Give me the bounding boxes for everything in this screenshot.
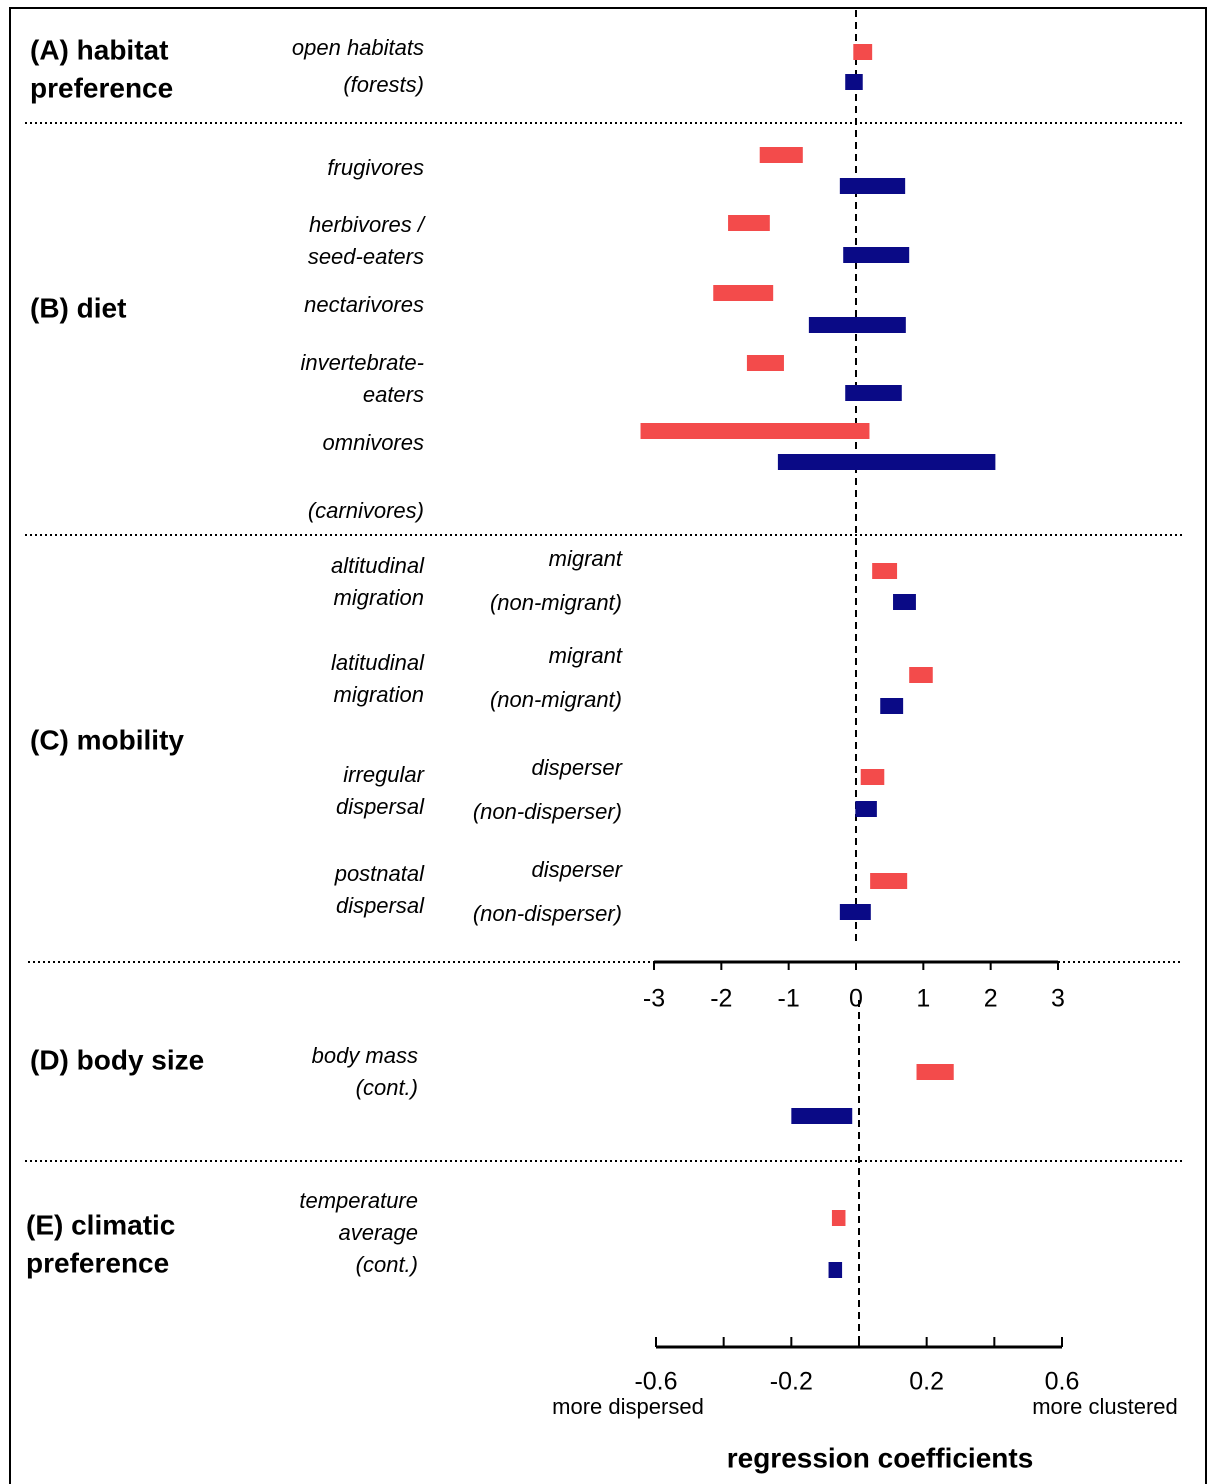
frame [9,7,1207,1484]
row-label: (cont.) [356,1252,418,1277]
level-label: disperser [532,755,624,780]
row-label: (forests) [343,72,424,97]
row-label: (cont.) [356,1075,418,1100]
x-tick-label: -1 [778,985,800,1013]
range-bar [713,285,774,301]
level-label: disperser [532,857,624,882]
range-bar [839,178,906,194]
level-label: (non-disperser) [473,799,622,824]
range-bar [845,385,902,401]
row-label: latitudinal [331,650,425,675]
x-tick-label: -0.6 [634,1368,677,1396]
row-label: temperature [299,1188,418,1213]
range-bar [916,1064,954,1080]
row-label: open habitats [292,35,424,60]
section-label: (D) body size [30,1044,204,1075]
section-label: preference [30,72,173,103]
row-label: average [338,1220,418,1245]
range-bar [893,594,916,610]
range-bar [831,1210,846,1226]
row-label: herbivores / [309,212,426,237]
row-label: dispersal [336,893,425,918]
x-tick-label: -2 [710,985,732,1013]
row-label: (carnivores) [308,498,424,523]
annotation: more dispersed [552,1394,704,1419]
range-bar [759,147,803,163]
x-tick-label: 0 [849,985,863,1013]
range-bar [728,215,770,231]
range-bar [909,667,933,683]
x-tick-label: -0.2 [770,1368,813,1396]
row-label: eaters [363,382,424,407]
section-label: (E) climatic [26,1209,175,1240]
x-tick-label: 0.6 [1045,1368,1080,1396]
level-label: (non-migrant) [490,687,622,712]
level-label: (non-migrant) [490,590,622,615]
x-tick-label: 1 [916,985,930,1013]
x-axis-title: regression coefficients [727,1442,1034,1473]
range-bar [872,563,898,579]
range-bar [777,454,996,470]
range-bar [860,769,885,785]
range-bar [808,317,906,333]
range-bar [746,355,784,371]
row-label: postnatal [334,861,425,886]
row-label: migration [334,585,424,610]
range-bar [880,698,904,714]
range-bar [855,801,877,817]
range-bar [845,74,863,90]
x-tick-label: 3 [1051,985,1065,1013]
row-label: altitudinal [331,553,425,578]
section-label: preference [26,1247,169,1278]
row-label: seed-eaters [308,244,424,269]
range-bar [791,1108,853,1124]
range-bar [828,1262,843,1278]
level-label: migrant [549,546,623,571]
range-bar [640,423,870,439]
section-label: (A) habitat [30,34,168,65]
row-label: nectarivores [304,292,424,317]
x-tick-label: 0.2 [909,1368,944,1396]
section-label: (B) diet [30,292,126,323]
range-bar [853,44,873,60]
level-label: migrant [549,643,623,668]
range-bar [870,873,908,889]
x-tick-label: -3 [643,985,665,1013]
annotation: more clustered [1032,1394,1178,1419]
row-label: irregular [343,762,425,787]
row-label: migration [334,682,424,707]
range-bar [839,904,871,920]
level-label: (non-disperser) [473,901,622,926]
section-label: (C) mobility [30,724,184,755]
row-label: dispersal [336,794,425,819]
row-label: invertebrate- [300,350,424,375]
row-label: body mass [312,1043,418,1068]
row-label: omnivores [323,430,424,455]
range-bar [843,247,910,263]
x-tick-label: 2 [984,985,998,1013]
row-label: frugivores [327,155,424,180]
